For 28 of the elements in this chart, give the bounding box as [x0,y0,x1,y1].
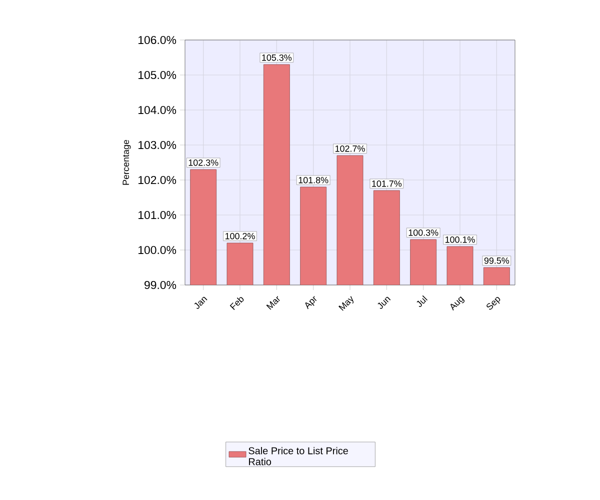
data-label: 101.8% [298,176,328,184]
x-tick-label: Feb [230,297,244,310]
x-tick-label: Jul [416,295,428,307]
y-tick-label: 105.0% [138,70,176,80]
y-axis-title: Percentage [122,140,131,185]
y-tick-label: 101.0% [138,210,176,220]
data-label: 105.3% [262,54,292,61]
data-label: 100.1% [445,236,475,243]
data-label: 100.3% [408,229,438,236]
y-tick-label: 102.0% [138,176,176,184]
y-tick-label: 100.0% [138,246,176,254]
y-tick-label: 106.0% [138,36,176,44]
y-tick-label: 103.0% [138,140,176,150]
data-label: 99.5% [484,257,510,264]
x-tick-label: May [338,296,354,311]
data-label: 102.7% [335,145,365,152]
x-tick-label: Aug [450,296,465,311]
data-label: 100.2% [225,232,255,240]
legend-label: Sale Price to List Price Ratio [248,446,348,466]
data-label: 102.3% [188,159,218,166]
x-tick-label: Sep [486,296,500,310]
y-tick-label: 99.0% [144,280,176,290]
x-tick-label: Jan [194,296,208,309]
x-tick-label: Jun [378,296,391,309]
x-tick-label: Mar [266,296,280,310]
x-tick-label: Apr [305,296,317,310]
data-label: 101.7% [372,180,402,187]
y-tick-label: 104.0% [138,106,176,114]
